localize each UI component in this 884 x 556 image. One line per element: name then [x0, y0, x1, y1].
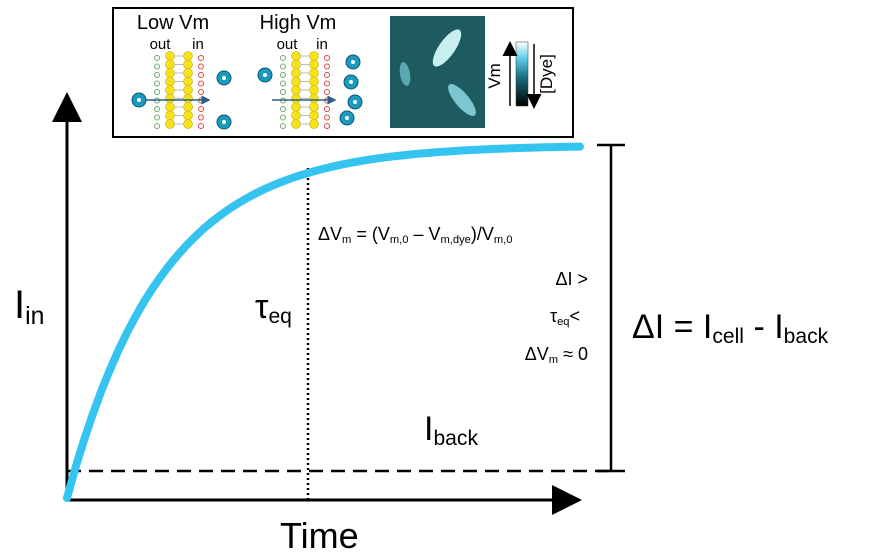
- membrane-part: [166, 60, 175, 69]
- colorbar-label: Vm: [485, 63, 504, 89]
- membrane-part: [345, 116, 349, 120]
- membrane-part: [184, 103, 193, 112]
- subscript: m: [549, 354, 558, 366]
- text: τ: [550, 306, 557, 326]
- text: ΔI >: [555, 269, 588, 289]
- text: = (V: [351, 224, 390, 244]
- membrane-part: [292, 86, 301, 95]
- membrane-part: [222, 120, 226, 124]
- text: )/V: [471, 224, 494, 244]
- text: I: [14, 283, 25, 327]
- membrane-part: [310, 86, 319, 95]
- membrane-part: [310, 77, 319, 86]
- text: I: [424, 410, 433, 448]
- subscript: m,0: [494, 234, 513, 246]
- membrane-part: [166, 103, 175, 112]
- panel-title: Low Vm: [137, 12, 209, 34]
- membrane-part: [310, 111, 319, 120]
- membrane-part: [184, 120, 193, 129]
- membrane-part: [184, 60, 193, 69]
- subscript: m,dye: [440, 234, 470, 246]
- membrane-part: [310, 103, 319, 112]
- membrane-part: [310, 94, 319, 103]
- membrane-part: [222, 76, 226, 80]
- membrane-part: [166, 111, 175, 120]
- membrane-part: [351, 60, 355, 64]
- membrane-part: [310, 60, 319, 69]
- membrane-part: [292, 103, 301, 112]
- side-label: in: [316, 36, 328, 53]
- membrane-part: [184, 86, 193, 95]
- y-axis-label: Iin: [14, 283, 44, 330]
- text: ΔI = I: [632, 308, 712, 346]
- condition: ΔVm ≈ 0: [525, 344, 588, 366]
- membrane-part: [166, 94, 175, 103]
- membrane-part: [292, 120, 301, 129]
- side-label: out: [277, 36, 299, 53]
- membrane-part: [184, 94, 193, 103]
- text: ΔV: [318, 224, 342, 244]
- colorbar: [516, 42, 528, 106]
- panel-title: High Vm: [260, 12, 337, 34]
- membrane-part: [137, 98, 141, 102]
- subscript: in: [25, 303, 44, 330]
- diagram: Low Vm out in High Vm out in Vm [Dye] Ii…: [0, 0, 884, 556]
- text: <: [569, 306, 580, 326]
- side-label: out: [150, 36, 172, 53]
- membrane-part: [184, 52, 193, 61]
- text: ≈ 0: [558, 344, 588, 364]
- text: Time: [280, 515, 359, 556]
- membrane-part: [310, 120, 319, 129]
- membrane-part: [184, 69, 193, 78]
- subscript: eq: [557, 316, 569, 328]
- subscript: back: [784, 325, 829, 348]
- text: ΔV: [525, 344, 549, 364]
- membrane-part: [292, 111, 301, 120]
- side-label: in: [192, 36, 204, 53]
- subscript: m,0: [390, 234, 409, 246]
- membrane-part: [166, 69, 175, 78]
- membrane-part: [184, 77, 193, 86]
- subscript: cell: [712, 325, 744, 348]
- membrane-part: [292, 69, 301, 78]
- membrane-part: [263, 73, 267, 77]
- tau-label: τeq: [255, 288, 292, 328]
- membrane-part: [349, 80, 353, 84]
- text: - I: [744, 308, 784, 346]
- membrane-part: [353, 100, 357, 104]
- condition: ΔI >: [555, 269, 588, 289]
- membrane-part: [292, 60, 301, 69]
- membrane-part: [292, 77, 301, 86]
- membrane-part: [166, 120, 175, 129]
- membrane-part: [166, 77, 175, 86]
- membrane-part: [184, 111, 193, 120]
- text: τ: [255, 288, 269, 326]
- equation: ΔVm = (Vm,0 – Vm,dye)/Vm,0: [318, 224, 513, 246]
- x-axis-label: Time: [280, 515, 359, 556]
- subscript: eq: [268, 305, 291, 328]
- membrane-part: [166, 86, 175, 95]
- subscript: back: [433, 427, 478, 450]
- delta-bracket: [597, 145, 625, 471]
- text: – V: [408, 224, 440, 244]
- delta-equation: ΔI = Icell - Iback: [632, 308, 829, 348]
- membrane-part: [310, 69, 319, 78]
- background-label: Iback: [424, 410, 478, 450]
- membrane-part: [292, 94, 301, 103]
- subscript: m: [342, 234, 351, 246]
- intensity-curve: [67, 147, 580, 498]
- condition: τeq<: [550, 306, 580, 328]
- colorbar-label: [Dye]: [537, 54, 556, 94]
